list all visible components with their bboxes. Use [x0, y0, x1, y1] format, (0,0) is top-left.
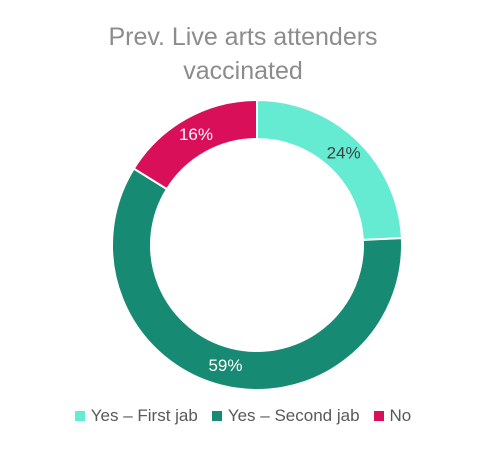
legend-label: No: [389, 406, 412, 425]
legend-swatch: [74, 411, 85, 421]
legend-item: No: [373, 406, 412, 426]
legend: Yes – First jab Yes – Second jab No: [0, 406, 486, 426]
donut-segment: [132, 98, 258, 191]
legend-swatch: [373, 411, 384, 421]
data-label: 59%: [208, 356, 242, 375]
data-label: 16%: [179, 125, 213, 144]
chart-title: Prev. Live arts attenders vaccinated: [108, 23, 378, 85]
legend-swatch: [211, 411, 222, 421]
donut-segment: [256, 98, 403, 242]
data-label: 24%: [327, 144, 361, 163]
legend-item: Yes – First jab: [74, 406, 198, 426]
legend-label: Yes – Second jab: [227, 406, 360, 425]
legend-item: Yes – Second jab: [211, 406, 360, 426]
legend-label: Yes – First jab: [90, 406, 198, 425]
donut-segment: [111, 167, 403, 391]
